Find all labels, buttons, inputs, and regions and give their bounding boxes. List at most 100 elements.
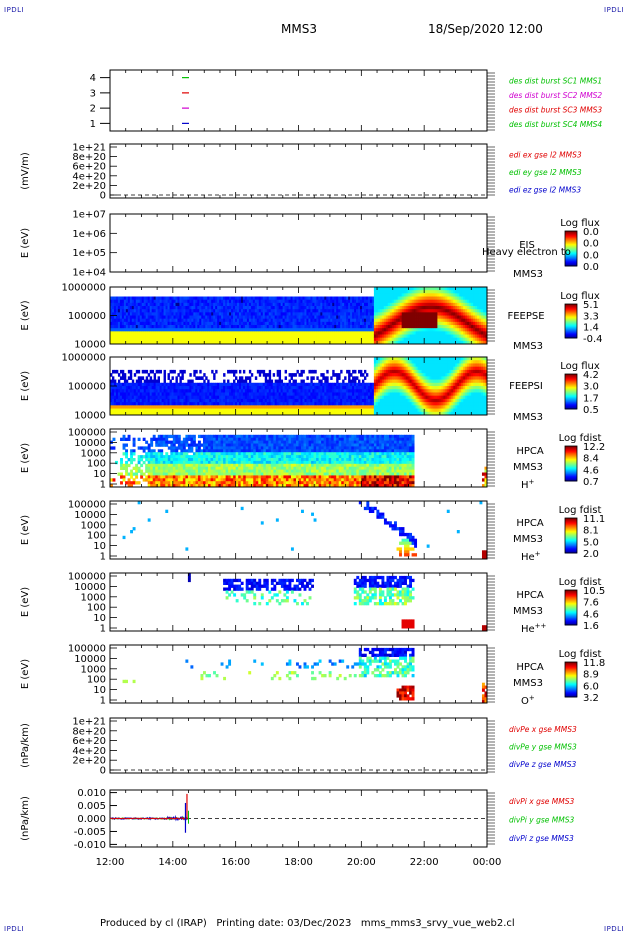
spectrogram-cell [175,337,178,342]
spectrogram-cell [415,293,418,297]
spectrogram-cell [399,331,403,335]
spectrogram-cell [302,382,305,387]
spectrogram-cell [123,315,127,320]
spectrogram-cell [141,376,145,380]
spectrogram-cell [197,408,200,413]
spectrogram-cell [306,328,309,332]
spectrogram-cell [383,296,387,301]
spectrogram-cell [199,408,202,413]
spectrogram-cell [217,315,220,320]
spectrogram-cell [250,373,254,377]
spectrogram-cell [457,315,460,320]
spectrogram-cell [169,299,172,304]
spectrogram-cell [314,328,317,332]
spectrogram-cell [229,334,232,339]
spectrogram-cell [367,331,371,335]
spectrogram-cell [441,287,444,291]
spectrogram-cell [373,340,377,345]
spectrogram-cell [363,328,367,332]
spectrogram-cell [433,309,436,313]
spectrogram-cell [290,337,293,342]
spectrogram-cell [167,328,170,332]
spectrogram-cell [268,337,272,342]
spectrogram-cell [213,296,216,301]
spectrogram-cell [161,408,164,413]
colorbar-cell [565,242,577,245]
spectrogram-cell [211,340,214,345]
spectrogram-cell [320,373,323,377]
spectrogram-cell [421,337,424,342]
spectrogram-cell [381,290,385,294]
spectrogram-cell [429,340,432,345]
spectrogram-cell [387,315,391,320]
spectrogram-cell [111,321,115,326]
spectrogram-cell [379,309,383,313]
spectrogram-cell [260,382,264,387]
spectrogram-cell [284,328,287,332]
spectrogram-cell [157,405,161,409]
spectrogram-cell [296,321,299,326]
spectrogram-cell [433,328,436,332]
spectrogram-cell [231,369,234,374]
spectrogram-cell [350,299,353,304]
spectrogram-cell [111,315,115,320]
spectrogram-cell [215,402,218,406]
spectrogram-cell [431,296,434,301]
spectrogram-cell [187,392,190,397]
spectrogram-cell [475,302,478,307]
spectrogram-cell [330,340,333,345]
spectrogram-cell [262,337,266,342]
spectrogram-cell [117,411,121,416]
spectrogram-cell [266,306,270,310]
spectrogram-cell [258,318,262,323]
spectrogram-cell [145,296,149,301]
spectrogram-cell [449,321,452,326]
spectrogram-cell [344,382,347,387]
spectrogram-cell [433,312,436,316]
spectrogram-cell [361,337,365,342]
spectrogram-cell [110,312,113,316]
spectrogram-cell [328,309,331,313]
spectrogram-cell [423,331,426,335]
spectrogram-cell [203,379,206,384]
spectrogram-cell [296,325,299,329]
spectrogram-cell [387,340,391,345]
spectrogram-cell [280,398,284,403]
spectrogram-cell [262,315,266,320]
spectrogram-cell [268,386,272,390]
spectrogram-cell [149,382,153,387]
spectrogram-cell [246,315,250,320]
spectrogram-cell [304,389,307,393]
spectrogram-cell [167,299,170,304]
spectrogram-cell [427,312,430,316]
spectrogram-cell [306,302,309,307]
spectrogram-cell [465,309,468,313]
spectrogram-cell [379,318,383,323]
spectrogram-cell [292,325,295,329]
spectrogram-cell [288,334,291,339]
spectrogram-cell [207,302,210,307]
spectrogram-cell [264,309,268,313]
spectrogram-cell [338,318,341,323]
spectrogram-cell [231,302,234,307]
spectrogram-cell [316,331,319,335]
spectrogram-cell [266,382,270,387]
spectrogram-cell [419,309,422,313]
spectrogram-cell [137,408,141,413]
spectrogram-cell [260,334,264,339]
spectrogram-cell [346,369,349,374]
spectrogram-cell [306,321,309,326]
spectrogram-cell [298,373,301,377]
spectrogram-cell [209,389,212,393]
spectrogram-cell [455,331,458,335]
spectrogram-cell [308,337,311,342]
spectrogram-cell [217,299,220,304]
spectrogram-cell [223,296,226,301]
spectrogram-cell [385,293,389,297]
spectrogram-cell [354,318,357,323]
spectrogram-cell [175,392,178,397]
spectrogram-cell [405,306,409,310]
spectrogram-cell [225,411,228,416]
spectrogram-cell [356,302,359,307]
spectrogram-cell [139,312,143,316]
